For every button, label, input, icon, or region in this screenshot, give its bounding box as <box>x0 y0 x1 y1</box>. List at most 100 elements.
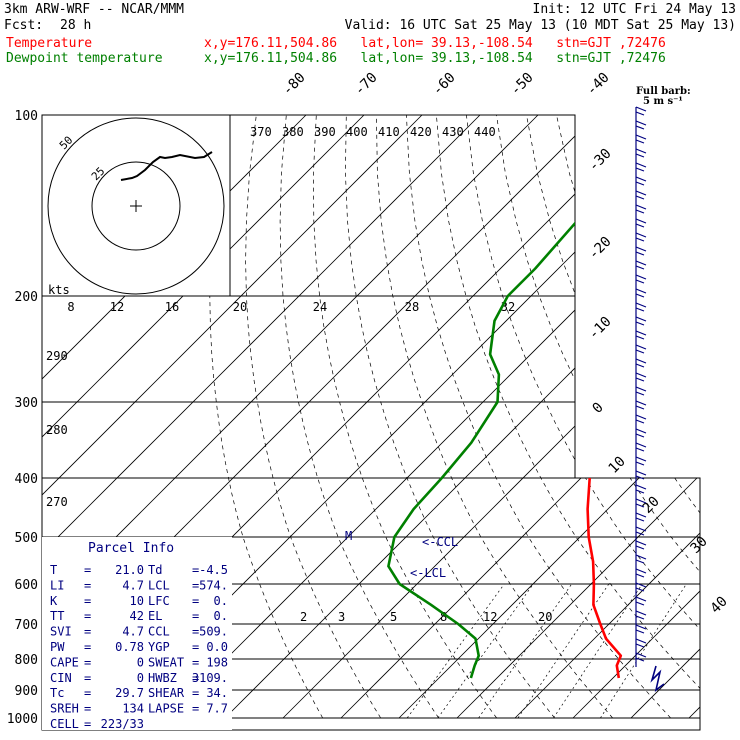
valid-time: Valid: 16 UTC Sat 25 May 13 (10 MDT Sat … <box>344 18 736 33</box>
parcel-key: LCL <box>148 578 170 592</box>
isotherm-line <box>42 115 481 719</box>
dry-adiabat-line <box>209 115 324 719</box>
wind-barb-flag <box>635 442 647 448</box>
wind-barb-flag <box>635 512 647 518</box>
wind-barb-flag <box>635 601 645 606</box>
theta-e-label: 430 <box>442 125 464 139</box>
wind-barb-flag <box>635 545 645 550</box>
isotherm-line <box>166 115 700 719</box>
parcel-key: SHEAR <box>148 686 185 700</box>
isotherm-label: -60 <box>430 70 459 99</box>
parcel-value: 3109. <box>192 671 228 685</box>
wind-barb-flag <box>635 195 645 200</box>
hodograph-ring <box>47 117 225 295</box>
parcel-equals: = <box>192 655 199 669</box>
speed-tick-label: 28 <box>405 300 419 314</box>
wind-barb-flag <box>635 293 645 298</box>
parcel-equals: = <box>192 686 199 700</box>
wind-barb-flag <box>635 498 647 504</box>
parcel-value: 574. <box>199 578 228 592</box>
wind-barb-flag <box>635 573 645 578</box>
wind-barb-flag <box>635 447 645 452</box>
parcel-value: 198 <box>206 655 228 669</box>
parcel-value: 0 <box>137 655 144 669</box>
dry-adiabat-line <box>313 115 497 719</box>
mixing-ratio-label: 8 <box>440 610 447 624</box>
isotherm-label: -20 <box>586 234 615 263</box>
wind-barb-flag <box>635 456 647 462</box>
hodograph-ring <box>91 161 181 251</box>
isotherm-label: -80 <box>280 70 309 99</box>
temperature-location: x,y=176.11,504.86 lat,lon= 39.13,-108.54… <box>204 36 666 51</box>
parcel-key: SWEAT <box>148 655 184 669</box>
wind-barb-flag <box>635 288 647 294</box>
isotherm-line <box>514 115 700 719</box>
speed-tick-label: 8 <box>67 300 74 314</box>
isotherm-line <box>224 115 700 719</box>
theta-e-label: 440 <box>474 125 496 139</box>
wind-barb-flag <box>635 587 645 592</box>
wind-barb-flag <box>635 120 647 126</box>
wind-barb-flag <box>635 316 647 322</box>
wind-barb-flag <box>635 335 645 340</box>
parcel-equals: = <box>84 625 91 639</box>
dry-adiabat-line <box>526 115 700 719</box>
parcel-value: 7.7 <box>206 702 228 716</box>
wind-barb-flag <box>635 596 647 602</box>
wind-barb-flag <box>635 624 647 630</box>
parcel-value: -4.5 <box>199 563 228 577</box>
wind-barb-flag <box>635 526 647 532</box>
wind-barb-flag <box>635 330 647 336</box>
wind-barb-flag <box>635 386 647 392</box>
theta-e-label: 370 <box>250 125 272 139</box>
parcel-value: 4.7 <box>122 625 144 639</box>
dry-adiabat-line <box>556 115 700 719</box>
pressure-tick-label: 500 <box>15 531 38 546</box>
parcel-value: 4.7 <box>122 578 144 592</box>
wind-barb-flag <box>635 148 647 154</box>
theta-e-label: 410 <box>378 125 400 139</box>
wind-barb-flag <box>635 153 645 158</box>
parcel-key: EL <box>148 609 162 623</box>
isotherm-line <box>398 115 700 719</box>
pressure-tick-label: 1000 <box>7 712 38 727</box>
parcel-equals: = <box>192 671 199 685</box>
parcel-key: HWBZ <box>148 671 177 685</box>
parcel-equals: = <box>84 671 91 685</box>
mixing-ratio-label: 3 <box>338 610 345 624</box>
dry-adiabat-line <box>616 115 700 719</box>
parcel-info-box <box>42 537 232 730</box>
wind-barb-flag <box>635 582 647 588</box>
wind-barb-flag <box>635 391 645 396</box>
isotherm-label: -30 <box>586 146 615 175</box>
wind-barb-flag <box>635 139 645 144</box>
dry-adiabat-line <box>345 115 555 719</box>
theta-label: 270 <box>46 495 68 509</box>
wind-barb-flag <box>635 657 645 662</box>
wind-barb-flag <box>635 307 645 312</box>
parcel-equals: = <box>84 702 91 716</box>
temperature-legend: Temperature <box>6 36 93 51</box>
wind-barb-flag <box>635 218 647 224</box>
parcel-value: 0. <box>214 594 228 608</box>
parcel-value: 42 <box>130 609 144 623</box>
mixing-ratio-label: 12 <box>483 610 497 624</box>
isotherm-line <box>42 115 539 719</box>
parcel-annotation-ccl: <-CCL <box>422 535 458 549</box>
wind-barb-flag <box>635 517 645 522</box>
wind-barb-flag <box>635 265 645 270</box>
parcel-equals: = <box>84 594 91 608</box>
init-time: Init: 12 UTC Fri 24 May 13 <box>532 2 737 17</box>
wind-barb-flag <box>635 615 645 620</box>
isotherm-line <box>282 115 700 719</box>
theta-e-label: 390 <box>314 125 336 139</box>
mixing-ratio-line <box>406 583 505 719</box>
parcel-annotation-lcl: <-LCL <box>410 566 446 580</box>
parcel-value: 10 <box>130 594 144 608</box>
parcel-equals: = <box>192 609 199 623</box>
parcel-value: 223/33 <box>101 717 144 731</box>
pressure-tick-label: 600 <box>15 578 38 593</box>
parcel-equals: = <box>192 594 199 608</box>
pressure-tick-label: 100 <box>15 109 38 124</box>
wind-legend-label: Full barb: <box>636 86 691 97</box>
